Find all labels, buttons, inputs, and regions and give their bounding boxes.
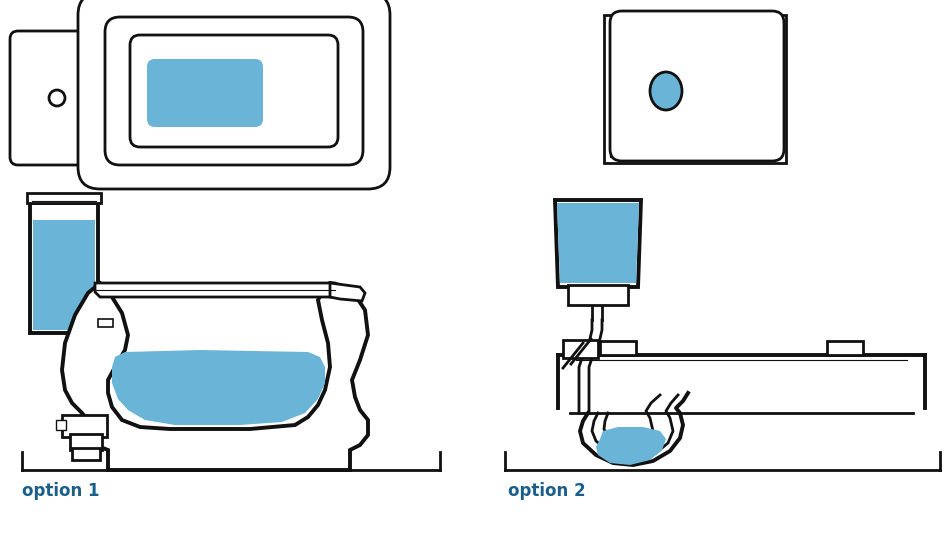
FancyBboxPatch shape: [10, 31, 104, 165]
FancyBboxPatch shape: [147, 59, 263, 127]
Bar: [56, 420, 66, 430]
Bar: [568, 285, 628, 305]
Polygon shape: [330, 283, 365, 301]
Bar: [72, 448, 100, 460]
Bar: [70, 434, 102, 450]
FancyBboxPatch shape: [610, 11, 784, 161]
Polygon shape: [555, 200, 641, 287]
Bar: [610, 21, 780, 157]
Polygon shape: [112, 350, 325, 425]
Bar: [27, 193, 101, 203]
FancyBboxPatch shape: [105, 17, 363, 165]
Bar: [62, 415, 107, 437]
Polygon shape: [557, 203, 639, 283]
Polygon shape: [62, 283, 368, 470]
Bar: [563, 340, 598, 358]
Bar: [98, 319, 113, 327]
Bar: [33, 220, 95, 330]
Ellipse shape: [650, 72, 682, 110]
Text: option 1: option 1: [22, 482, 100, 500]
Bar: [604, 15, 786, 163]
Bar: [30, 203, 98, 333]
FancyBboxPatch shape: [78, 0, 390, 189]
FancyBboxPatch shape: [130, 35, 338, 147]
Polygon shape: [95, 283, 340, 297]
Bar: [600, 341, 636, 355]
Polygon shape: [596, 427, 666, 465]
Bar: [827, 341, 863, 355]
Text: option 2: option 2: [508, 482, 585, 500]
Circle shape: [49, 90, 65, 106]
